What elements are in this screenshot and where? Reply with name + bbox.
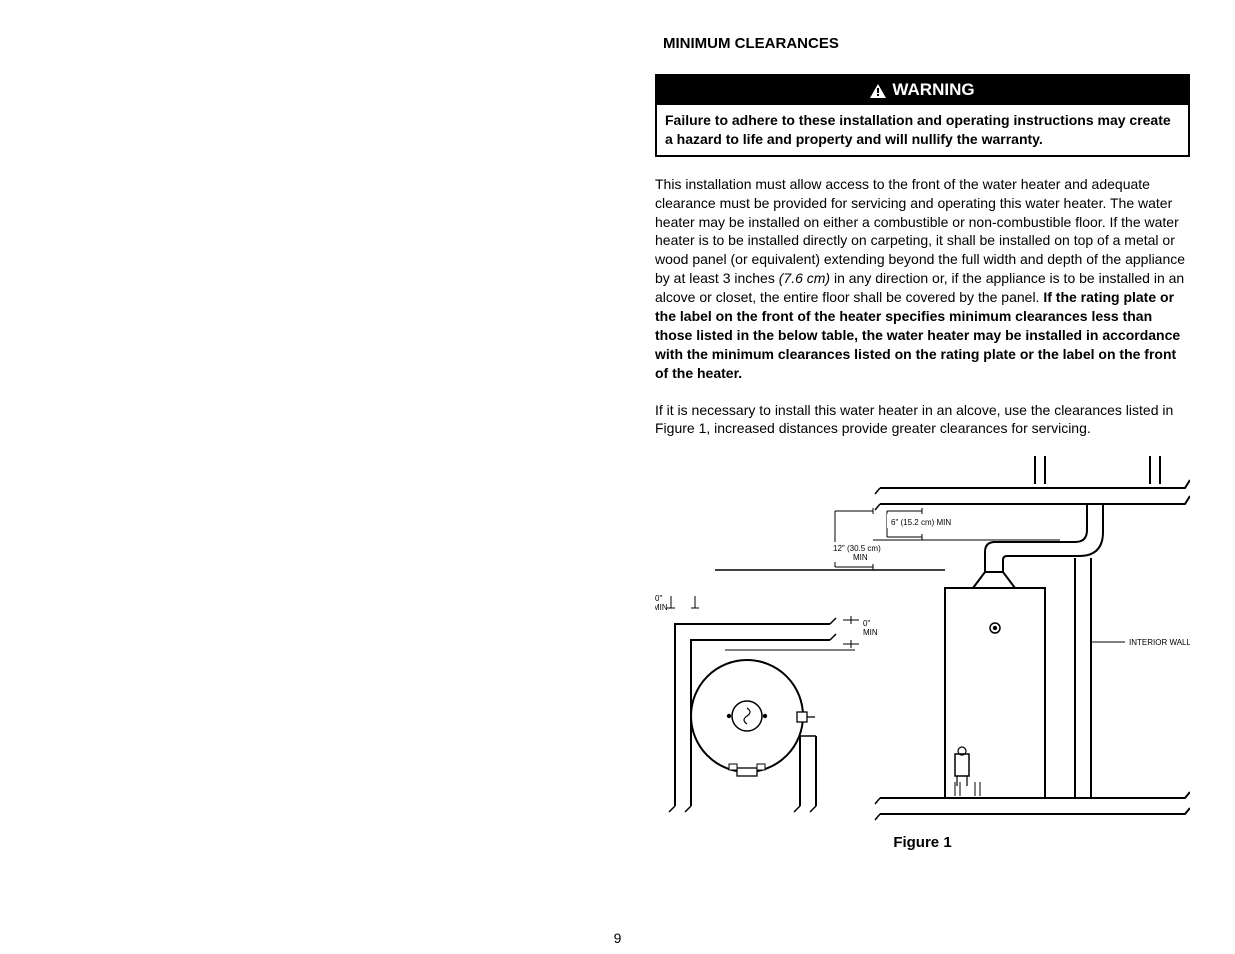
warning-icon bbox=[870, 84, 886, 98]
figure-caption: Figure 1 bbox=[655, 834, 1190, 851]
label-right0-b: MIN bbox=[863, 628, 878, 637]
page-number: 9 bbox=[614, 930, 622, 946]
figure-1-diagram: 6" (15.2 cm) MIN 12" (30.5 cm) MIN bbox=[655, 456, 1190, 821]
paragraph-2: If it is necessary to install this water… bbox=[655, 401, 1190, 439]
label-left0-a: 0" bbox=[655, 594, 662, 603]
section-title: MINIMUM CLEARANCES bbox=[663, 35, 1190, 52]
p1-italic: (7.6 cm) bbox=[779, 270, 830, 286]
label-interior-wall: INTERIOR WALL bbox=[1129, 638, 1190, 647]
warning-box: WARNING Failure to adhere to these insta… bbox=[655, 74, 1190, 157]
warning-label: WARNING bbox=[892, 80, 974, 100]
warning-body: Failure to adhere to these installation … bbox=[657, 105, 1188, 155]
label-left0-b: MIN bbox=[655, 603, 668, 612]
warning-header: WARNING bbox=[657, 76, 1188, 105]
label-right0-a: 0" bbox=[863, 619, 870, 628]
label-6in: 6" (15.2 cm) MIN bbox=[891, 518, 951, 527]
label-12in-b: MIN bbox=[853, 553, 868, 562]
label-12in-a: 12" (30.5 cm) bbox=[833, 544, 881, 553]
paragraph-1: This installation must allow access to t… bbox=[655, 175, 1190, 383]
